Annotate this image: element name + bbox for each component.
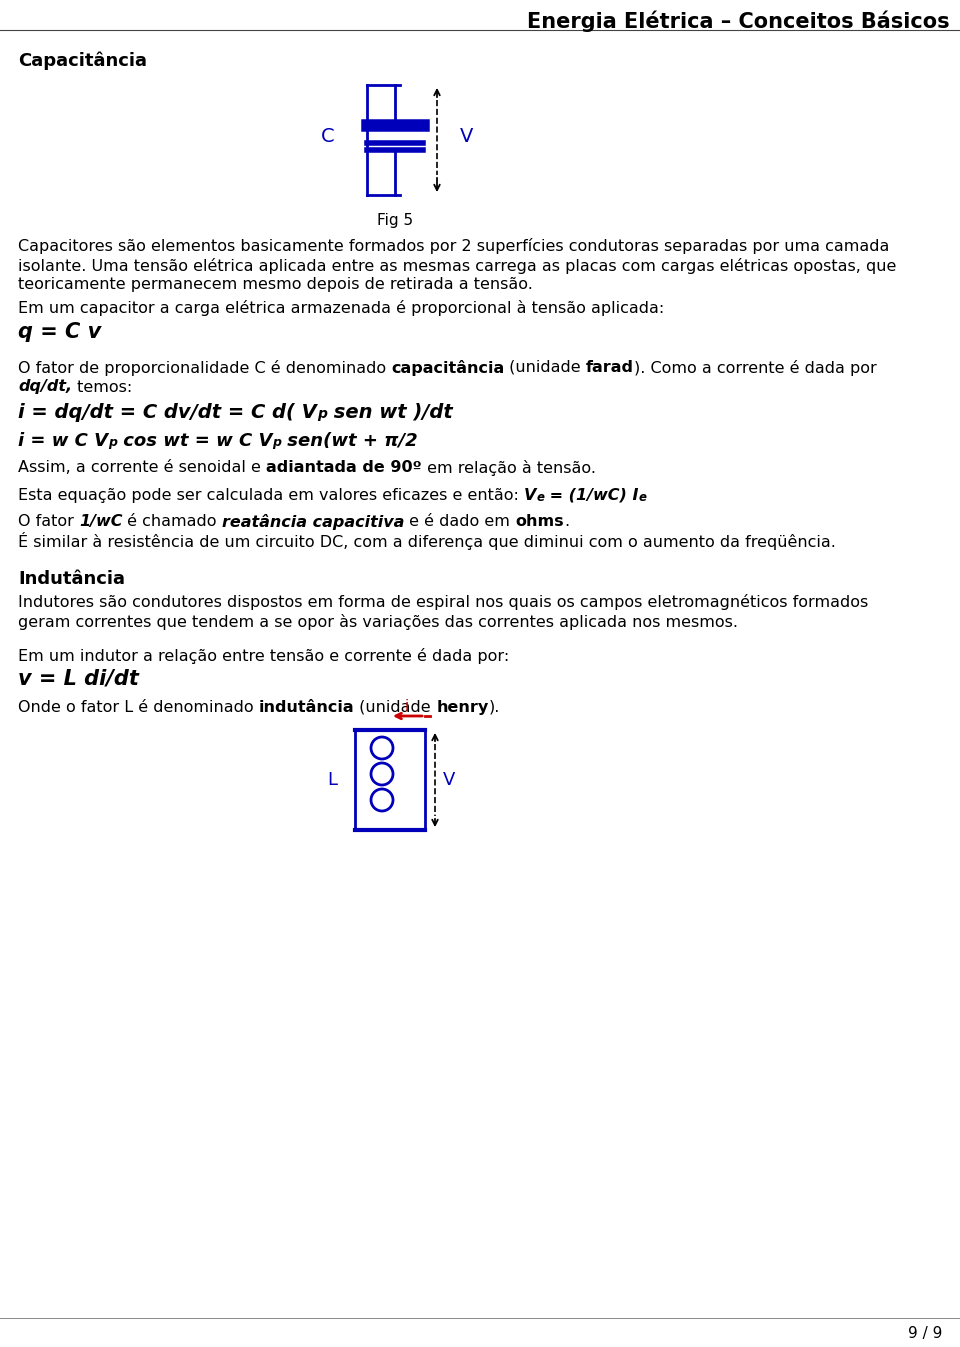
Text: p: p: [317, 407, 326, 422]
Text: capacitância: capacitância: [392, 360, 505, 376]
Text: ).: ).: [489, 700, 500, 715]
Text: é chamado: é chamado: [123, 515, 222, 529]
Text: Indutores são condutores dispostos em forma de espiral nos quais os campos eletr: Indutores são condutores dispostos em fo…: [18, 594, 868, 610]
Text: v = L di/dt: v = L di/dt: [18, 668, 139, 688]
Text: p: p: [273, 436, 281, 449]
Text: sen wt )/dt: sen wt )/dt: [326, 403, 452, 422]
Text: i = dq/dt = C dv/dt = C d( V: i = dq/dt = C dv/dt = C d( V: [18, 403, 317, 422]
Text: ). Como a corrente é dada por: ). Como a corrente é dada por: [635, 360, 877, 376]
Text: isolante. Uma tensão elétrica aplicada entre as mesmas carrega as placas com car: isolante. Uma tensão elétrica aplicada e…: [18, 257, 897, 273]
Text: reatância capacitiva: reatância capacitiva: [222, 515, 404, 529]
Text: Energia Elétrica – Conceitos Básicos: Energia Elétrica – Conceitos Básicos: [527, 9, 950, 31]
Text: q = C v: q = C v: [18, 322, 101, 342]
Text: L: L: [327, 770, 337, 789]
Text: p: p: [108, 436, 117, 449]
Text: Fig 5: Fig 5: [377, 213, 413, 228]
Text: i: i: [405, 699, 409, 714]
Text: .: .: [564, 515, 569, 529]
Text: sen(wt + π/2: sen(wt + π/2: [281, 432, 418, 450]
Text: 9 / 9: 9 / 9: [907, 1325, 942, 1342]
Text: V: V: [443, 770, 455, 789]
Text: V: V: [524, 488, 537, 502]
Text: temos:: temos:: [72, 380, 132, 395]
Text: Capacitores são elementos basicamente formados por 2 superfícies condutoras sepa: Capacitores são elementos basicamente fo…: [18, 238, 889, 255]
Text: Capacitância: Capacitância: [18, 53, 147, 70]
Text: Em um capacitor a carga elétrica armazenada é proporcional à tensão aplicada:: Em um capacitor a carga elétrica armazen…: [18, 300, 664, 317]
Text: Assim, a corrente é senoidal e: Assim, a corrente é senoidal e: [18, 459, 266, 475]
Text: e: e: [638, 492, 647, 504]
Text: e: e: [537, 492, 544, 504]
Text: 1/wC: 1/wC: [79, 515, 123, 529]
Text: dq/dt,: dq/dt,: [18, 380, 72, 395]
Text: teoricamente permanecem mesmo depois de retirada a tensão.: teoricamente permanecem mesmo depois de …: [18, 277, 533, 292]
Text: cos wt = w C V: cos wt = w C V: [117, 432, 273, 450]
Text: i = w C V: i = w C V: [18, 432, 108, 450]
Text: O fator: O fator: [18, 515, 79, 529]
Text: C: C: [322, 128, 335, 147]
Text: Indutância: Indutância: [18, 570, 125, 589]
Text: É similar à resistência de um circuito DC, com a diferença que diminui com o aum: É similar à resistência de um circuito D…: [18, 532, 836, 550]
Text: henry: henry: [436, 700, 489, 715]
Text: (unidade: (unidade: [354, 700, 436, 715]
Text: Esta equação pode ser calculada em valores eficazes e então:: Esta equação pode ser calculada em valor…: [18, 488, 524, 502]
Text: Onde o fator L é denominado: Onde o fator L é denominado: [18, 700, 259, 715]
Text: em relação à tensão.: em relação à tensão.: [421, 459, 595, 475]
Text: farad: farad: [587, 360, 635, 374]
Text: e é dado em: e é dado em: [404, 515, 516, 529]
Text: Em um indutor a relação entre tensão e corrente é dada por:: Em um indutor a relação entre tensão e c…: [18, 648, 509, 664]
Text: adiantada de 90º: adiantada de 90º: [266, 459, 421, 475]
Text: geram correntes que tendem a se opor às variações das correntes aplicada nos mes: geram correntes que tendem a se opor às …: [18, 613, 738, 629]
Text: (unidade: (unidade: [505, 360, 587, 374]
Text: = (1/wC) I: = (1/wC) I: [544, 488, 638, 502]
Text: indutância: indutância: [259, 700, 354, 715]
Text: V: V: [460, 128, 473, 147]
Text: ohms: ohms: [516, 515, 564, 529]
Text: O fator de proporcionalidade C é denominado: O fator de proporcionalidade C é denomin…: [18, 360, 392, 376]
